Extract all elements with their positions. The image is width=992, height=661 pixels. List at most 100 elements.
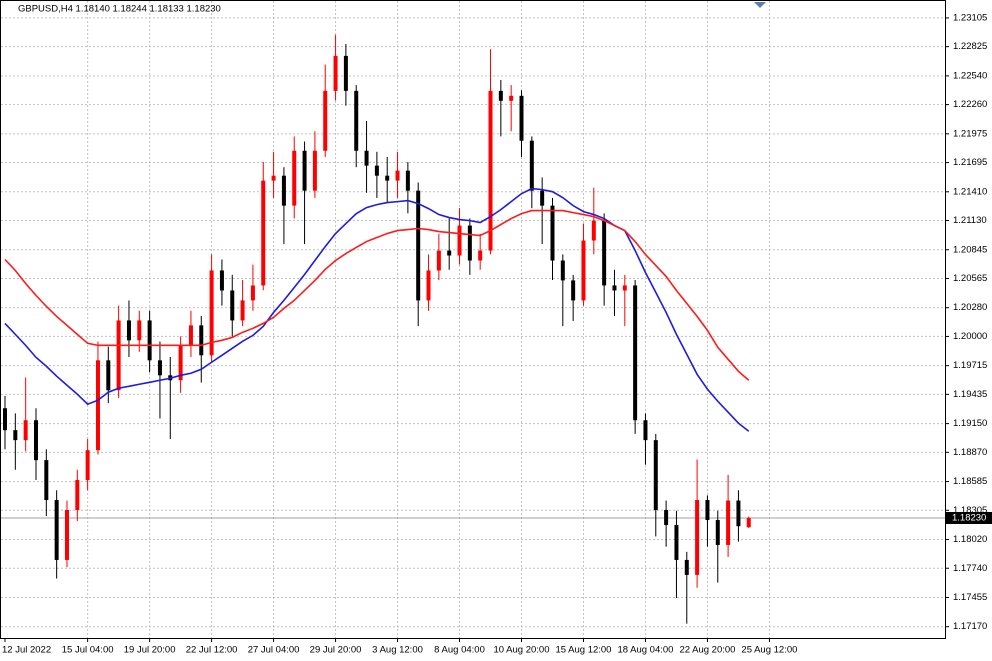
candle-body xyxy=(354,90,359,151)
y-tick-label: 1.18870 xyxy=(953,447,987,458)
candle-body xyxy=(612,285,617,291)
candle-body xyxy=(116,320,121,391)
candle-body xyxy=(529,140,534,191)
candle-body xyxy=(302,150,307,191)
candle-body xyxy=(622,285,627,291)
candle-body xyxy=(64,509,69,560)
candle-body xyxy=(23,420,28,441)
moving-average-line xyxy=(4,209,750,381)
candle-body xyxy=(653,440,658,510)
y-tick-label: 1.19715 xyxy=(953,360,987,371)
candle-body xyxy=(281,175,286,206)
y-tick-label: 1.20280 xyxy=(953,302,987,313)
candle-body xyxy=(385,175,390,181)
marks xyxy=(1,34,945,624)
x-tick-label: 8 Aug 04:00 xyxy=(434,645,485,656)
y-tick-label: 1.20845 xyxy=(953,244,987,255)
candle-body xyxy=(312,150,317,191)
x-tick-label: 3 Aug 12:00 xyxy=(372,645,423,656)
candle-body xyxy=(405,170,410,191)
candle-body xyxy=(447,250,452,256)
candle-body xyxy=(726,500,731,545)
candle-body xyxy=(106,360,111,391)
candle-body xyxy=(240,300,245,321)
candle-body xyxy=(478,250,483,261)
candle-body xyxy=(736,500,741,527)
x-tick-label: 29 Jul 20:00 xyxy=(310,645,362,656)
candle-body xyxy=(364,150,369,166)
chart-title: GBPUSD,H4 1.18140 1.18244 1.18133 1.1823… xyxy=(18,4,221,15)
candle-body xyxy=(33,420,38,461)
y-tick-label: 1.19435 xyxy=(953,389,987,400)
candle-body xyxy=(126,320,131,341)
candle-body xyxy=(705,500,710,521)
candle-body xyxy=(509,95,514,101)
candle-body xyxy=(581,240,586,301)
current-price-box xyxy=(946,511,992,524)
candle-body xyxy=(54,500,59,560)
candle-body xyxy=(209,270,214,356)
x-tick-label: 22 Jul 12:00 xyxy=(186,645,238,656)
y-tick-label: 1.21410 xyxy=(953,186,987,197)
y-tick-label: 1.22540 xyxy=(953,70,987,81)
candle-body xyxy=(323,90,328,151)
y-tick-label: 1.23105 xyxy=(953,12,987,23)
x-tick-label: 27 Jul 04:00 xyxy=(248,645,300,656)
candle-body xyxy=(488,90,493,251)
candle-body xyxy=(715,520,720,545)
candle-body xyxy=(292,150,297,206)
y-tick-label: 1.21695 xyxy=(953,157,987,168)
candle-body xyxy=(602,220,607,286)
candle-body xyxy=(333,55,338,91)
y-tick-label: 1.18305 xyxy=(953,505,987,516)
candle-body xyxy=(147,320,152,361)
y-tick-label: 1.20565 xyxy=(953,273,987,284)
candle-body xyxy=(560,260,565,281)
x-tick-label: 19 Jul 20:00 xyxy=(124,645,176,656)
candle-body xyxy=(664,509,669,525)
candle-body xyxy=(571,280,576,301)
candle-body xyxy=(416,190,421,301)
candle-body xyxy=(44,460,49,501)
candle-body xyxy=(271,175,276,181)
x-tick-label: 10 Aug 20:00 xyxy=(494,645,550,656)
y-tick-label: 1.21975 xyxy=(953,128,987,139)
candle-body xyxy=(684,559,689,575)
candle-body xyxy=(633,285,638,421)
candle-body xyxy=(137,320,142,341)
candle-body xyxy=(674,524,679,560)
candle-body xyxy=(261,180,266,286)
candle-body xyxy=(95,360,100,451)
shift-marker xyxy=(754,2,766,8)
y-tick-label: 1.19150 xyxy=(953,418,987,429)
candle-body xyxy=(643,420,648,441)
candle-body xyxy=(540,190,545,206)
candle-body xyxy=(591,220,596,241)
candle-body xyxy=(374,165,379,176)
y-tick-label: 1.18020 xyxy=(953,534,987,545)
current-price-label: 1.18230 xyxy=(952,513,986,524)
x-tick-label: 15 Aug 12:00 xyxy=(555,645,611,656)
y-tick-label: 1.17170 xyxy=(953,621,987,632)
candle-body xyxy=(230,290,235,321)
x-tick-label: 15 Jul 04:00 xyxy=(62,645,114,656)
candle-body xyxy=(178,345,183,381)
plot-frame xyxy=(0,0,946,639)
candle-body xyxy=(85,450,90,481)
candle-body xyxy=(219,270,224,291)
x-tick-label: 25 Aug 12:00 xyxy=(741,645,797,656)
y-tick-label: 1.22825 xyxy=(953,41,987,52)
candle-body xyxy=(746,517,751,528)
candle-body xyxy=(695,500,700,575)
axes: 1.23105 1.22825 1.22540 1.22260 1.21975 1.216… xyxy=(2,12,992,656)
x-tick-label: 18 Aug 04:00 xyxy=(617,645,673,656)
y-tick-label: 1.17740 xyxy=(953,563,987,574)
x-tick-label: 12 Jul 2022 xyxy=(2,645,51,656)
candle-body xyxy=(343,55,348,91)
candle-body xyxy=(395,170,400,181)
candle-body xyxy=(550,205,555,261)
candle-body xyxy=(250,285,255,301)
candle-body xyxy=(199,325,204,356)
y-tick-label: 1.18585 xyxy=(953,476,987,487)
